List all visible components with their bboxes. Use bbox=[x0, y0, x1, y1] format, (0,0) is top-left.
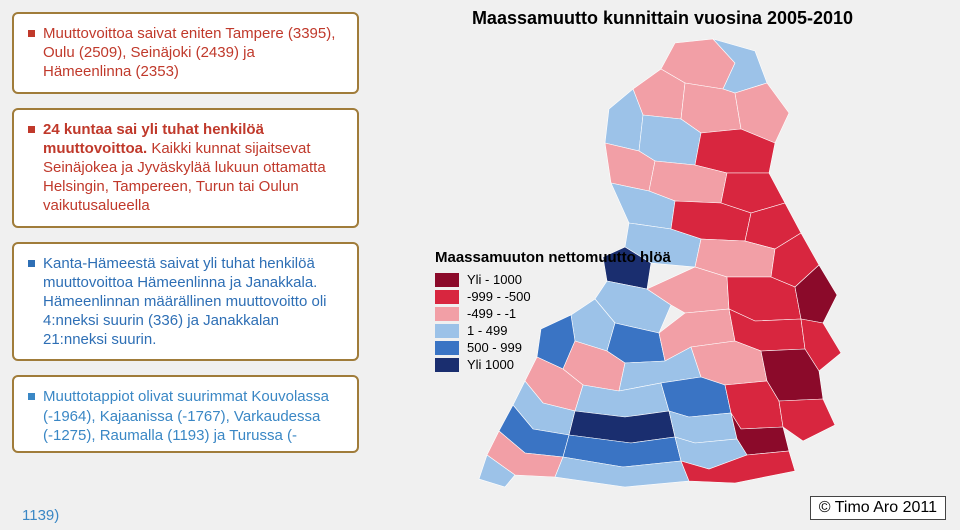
legend-label: Yli 1000 bbox=[467, 357, 514, 372]
legend-item: -499 - -1 bbox=[435, 306, 671, 321]
legend-swatch bbox=[435, 290, 459, 304]
block3-text: Kanta-Hämeestä saivat yli tuhat henkilöä… bbox=[43, 254, 345, 350]
legend-label: -499 - -1 bbox=[467, 306, 516, 321]
map-wrap: Maassamuuton nettomuutto hlöä Yli - 1000… bbox=[375, 33, 935, 493]
text-block-4: Muuttotappiot olivat suurimmat Kouvolass… bbox=[12, 375, 359, 453]
bullet-icon bbox=[28, 393, 35, 400]
legend-swatch bbox=[435, 273, 459, 287]
legend-item: 500 - 999 bbox=[435, 340, 671, 355]
block4-overflow: 1139) bbox=[22, 507, 59, 524]
legend-label: 500 - 999 bbox=[467, 340, 522, 355]
bullet-icon bbox=[28, 126, 35, 133]
footer-credit: © Timo Aro 2011 bbox=[810, 496, 946, 520]
legend-label: 1 - 499 bbox=[467, 323, 507, 338]
block4-text: Muuttotappiot olivat suurimmat Kouvolass… bbox=[43, 387, 345, 445]
text-block-1: Muuttovoittoa saivat eniten Tampere (339… bbox=[12, 12, 359, 94]
map-title: Maassamuutto kunnittain vuosina 2005-201… bbox=[375, 8, 950, 29]
left-panel: Muuttovoittoa saivat eniten Tampere (339… bbox=[0, 0, 365, 530]
legend-title: Maassamuuton nettomuutto hlöä bbox=[435, 249, 671, 266]
legend-label: -999 - -500 bbox=[467, 289, 531, 304]
legend-item: 1 - 499 bbox=[435, 323, 671, 338]
block2-text: 24 kuntaa sai yli tuhat henkilöä muuttov… bbox=[43, 120, 345, 216]
legend-swatch bbox=[435, 307, 459, 321]
bullet-icon bbox=[28, 260, 35, 267]
text-block-3: Kanta-Hämeestä saivat yli tuhat henkilöä… bbox=[12, 242, 359, 362]
legend-label: Yli - 1000 bbox=[467, 272, 522, 287]
text-block-2: 24 kuntaa sai yli tuhat henkilöä muuttov… bbox=[12, 108, 359, 228]
slide: Muuttovoittoa saivat eniten Tampere (339… bbox=[0, 0, 960, 530]
legend-swatch bbox=[435, 341, 459, 355]
legend-item: -999 - -500 bbox=[435, 289, 671, 304]
legend-item: Yli - 1000 bbox=[435, 272, 671, 287]
block1-text: Muuttovoittoa saivat eniten Tampere (339… bbox=[43, 24, 345, 82]
legend-item: Yli 1000 bbox=[435, 357, 671, 372]
right-panel: Maassamuutto kunnittain vuosina 2005-201… bbox=[365, 0, 960, 530]
legend-swatch bbox=[435, 324, 459, 338]
bullet-icon bbox=[28, 30, 35, 37]
legend-swatch bbox=[435, 358, 459, 372]
map-legend: Maassamuuton nettomuutto hlöä Yli - 1000… bbox=[435, 249, 671, 374]
